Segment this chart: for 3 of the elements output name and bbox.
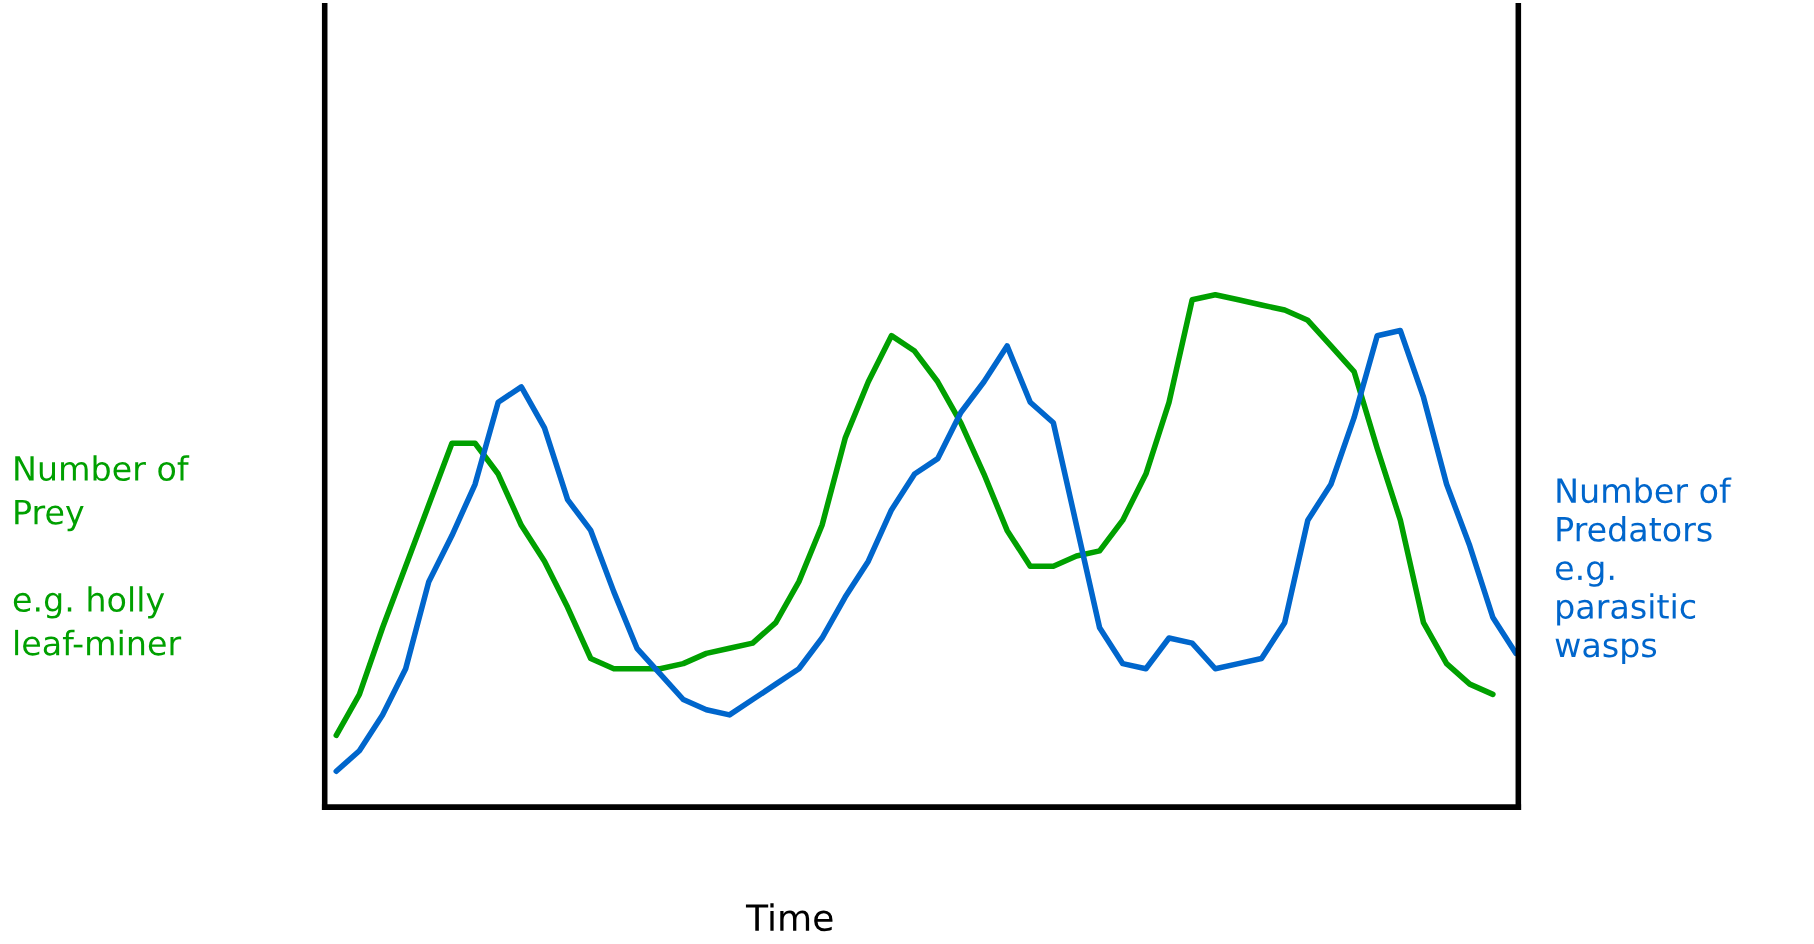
- y2-axis-title: Number of Predators e.g. parasitic wasps: [1555, 477, 1732, 665]
- x-axis-title: Time: [745, 903, 833, 932]
- text: Number of Prey e.g. holly leaf-miner: [13, 455, 190, 656]
